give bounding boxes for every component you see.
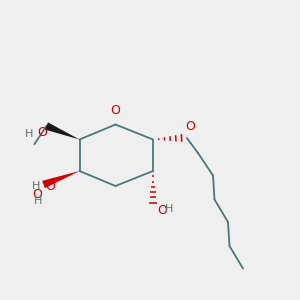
Text: O: O [32, 188, 42, 200]
Text: O: O [37, 126, 47, 139]
Text: H: H [34, 196, 42, 206]
Text: O: O [111, 104, 120, 117]
Polygon shape [42, 171, 80, 188]
Text: O: O [185, 121, 195, 134]
Text: H: H [32, 181, 40, 191]
Text: H: H [25, 129, 33, 139]
Text: O: O [158, 204, 167, 217]
Text: H: H [164, 204, 173, 214]
Text: O: O [45, 179, 55, 193]
Polygon shape [45, 122, 80, 140]
